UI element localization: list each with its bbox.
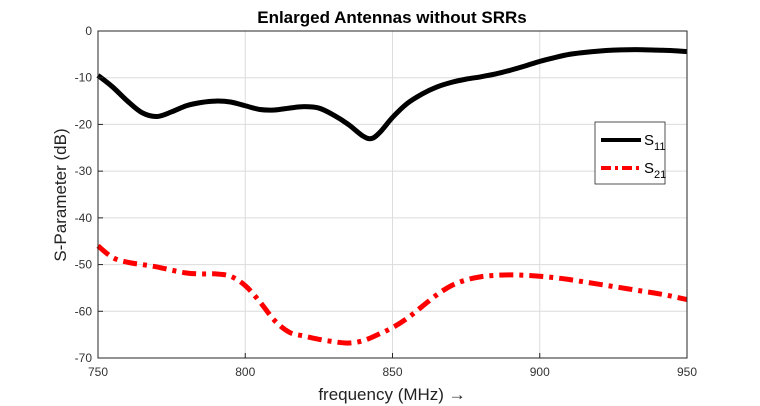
x-tick-labels: 750 800 850 900 950 <box>88 353 697 379</box>
y-tick-label: -60 <box>75 304 93 318</box>
x-axis-label: frequency (MHz) → <box>318 385 465 404</box>
legend: S11 S21 <box>594 121 666 185</box>
y-tick-label: -70 <box>75 351 93 365</box>
x-tick-label: 800 <box>235 365 255 379</box>
legend-label-s11: S11 <box>644 132 665 153</box>
series-line-s11 <box>96 47 688 142</box>
x-tick-label: 950 <box>677 365 697 379</box>
y-tick-label: -20 <box>75 117 93 131</box>
legend-label-s21-sub: 21 <box>654 169 666 181</box>
legend-label-s11-main: S <box>644 132 654 149</box>
x-tick-label: 900 <box>530 365 550 379</box>
y-axis-label: S-Parameter (dB) <box>51 128 70 261</box>
y-tick-label: -40 <box>75 211 93 225</box>
y-tick-label: 0 <box>85 24 92 38</box>
legend-label-s21: S21 <box>644 160 666 181</box>
legend-label-s11-sub: 11 <box>654 141 665 153</box>
legend-box <box>594 121 666 185</box>
legend-label-s21-main: S <box>644 160 654 177</box>
x-tick-label: 850 <box>382 365 402 379</box>
x-tick-label: 750 <box>88 365 108 379</box>
chart-title: Enlarged Antennas without SRRs <box>257 8 527 27</box>
series-layer <box>96 47 688 346</box>
y-tick-label: -30 <box>75 164 93 178</box>
grid <box>98 31 687 358</box>
y-tick-label: -50 <box>75 258 93 272</box>
y-tick-labels: 0 -10 -20 -30 -40 -50 -60 -70 <box>75 24 103 365</box>
y-tick-label: -10 <box>75 71 93 85</box>
